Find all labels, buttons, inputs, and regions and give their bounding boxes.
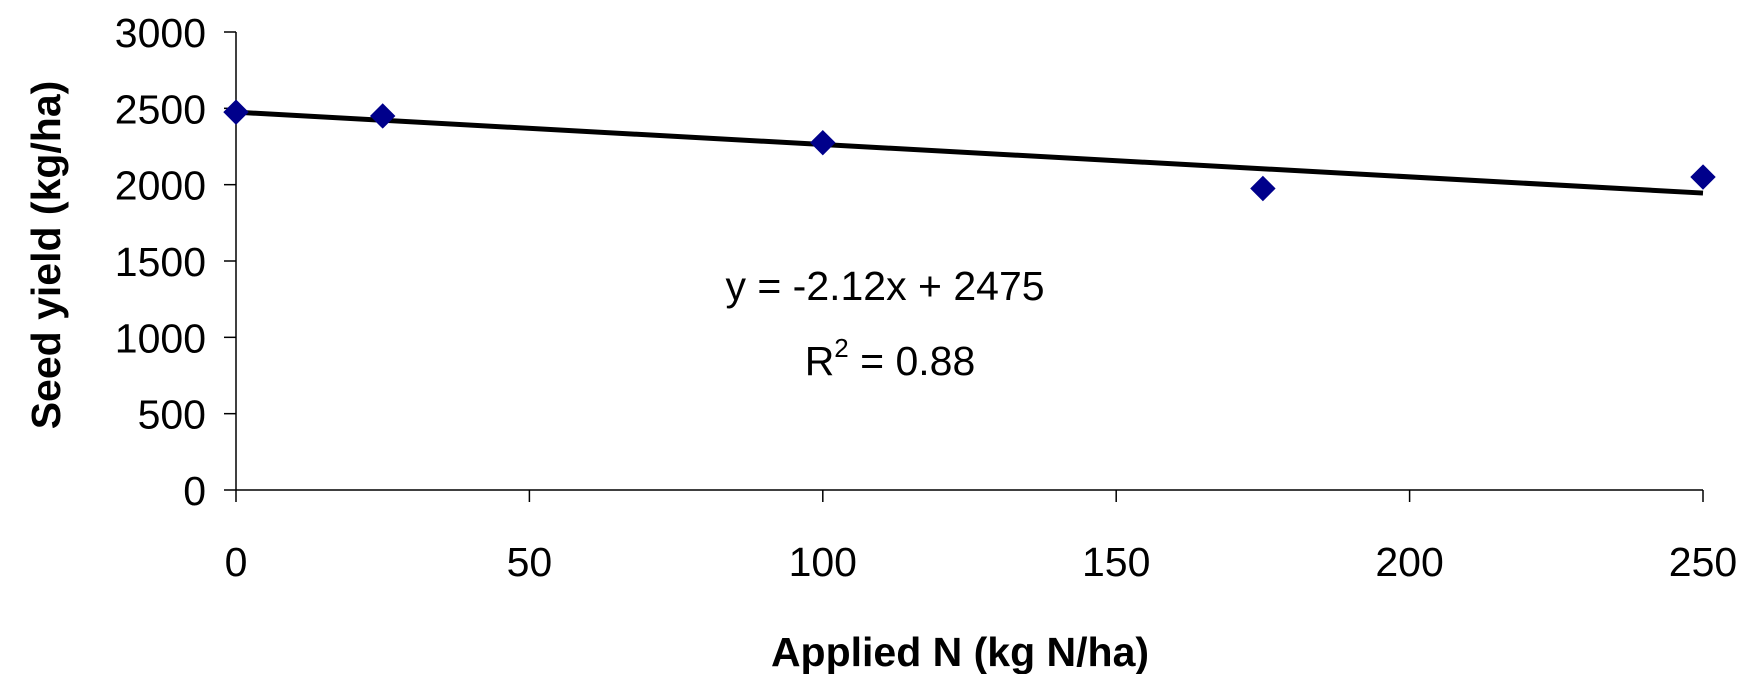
y-tick-label: 1500 xyxy=(115,239,206,285)
data-point xyxy=(1251,176,1275,200)
x-tick-label: 50 xyxy=(507,539,553,585)
x-tick-label: 100 xyxy=(789,539,857,585)
y-tick-label: 3000 xyxy=(115,10,206,56)
trendline-group xyxy=(236,112,1703,193)
data-point xyxy=(1691,165,1715,189)
x-tick-label: 200 xyxy=(1375,539,1443,585)
y-tick-label: 500 xyxy=(138,392,206,438)
data-point xyxy=(224,100,248,124)
y-axis-title: Seed yield (kg/ha) xyxy=(23,81,69,430)
y-tick-label: 0 xyxy=(183,468,206,514)
r-squared-label: R2 = 0.88 xyxy=(805,333,976,384)
axes xyxy=(236,32,1703,490)
y-tick-label: 2500 xyxy=(115,86,206,132)
trendline xyxy=(236,112,1703,193)
x-tick-label: 0 xyxy=(225,539,248,585)
r-squared-prefix: R xyxy=(805,338,835,384)
data-point xyxy=(371,104,395,128)
r-squared-value: = 0.88 xyxy=(849,338,976,384)
y-tick-label: 1000 xyxy=(115,315,206,361)
x-tick-label: 250 xyxy=(1669,539,1737,585)
x-tick-label: 150 xyxy=(1082,539,1150,585)
x-axis-title: Applied N (kg N/ha) xyxy=(771,629,1149,674)
y-tick-label: 2000 xyxy=(115,163,206,209)
trendline-equation: y = -2.12x + 2475 xyxy=(725,263,1044,309)
data-point xyxy=(811,131,835,155)
r-squared-superscript: 2 xyxy=(834,333,848,363)
